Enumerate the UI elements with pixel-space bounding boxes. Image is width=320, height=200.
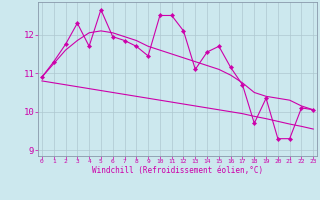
X-axis label: Windchill (Refroidissement éolien,°C): Windchill (Refroidissement éolien,°C): [92, 166, 263, 175]
